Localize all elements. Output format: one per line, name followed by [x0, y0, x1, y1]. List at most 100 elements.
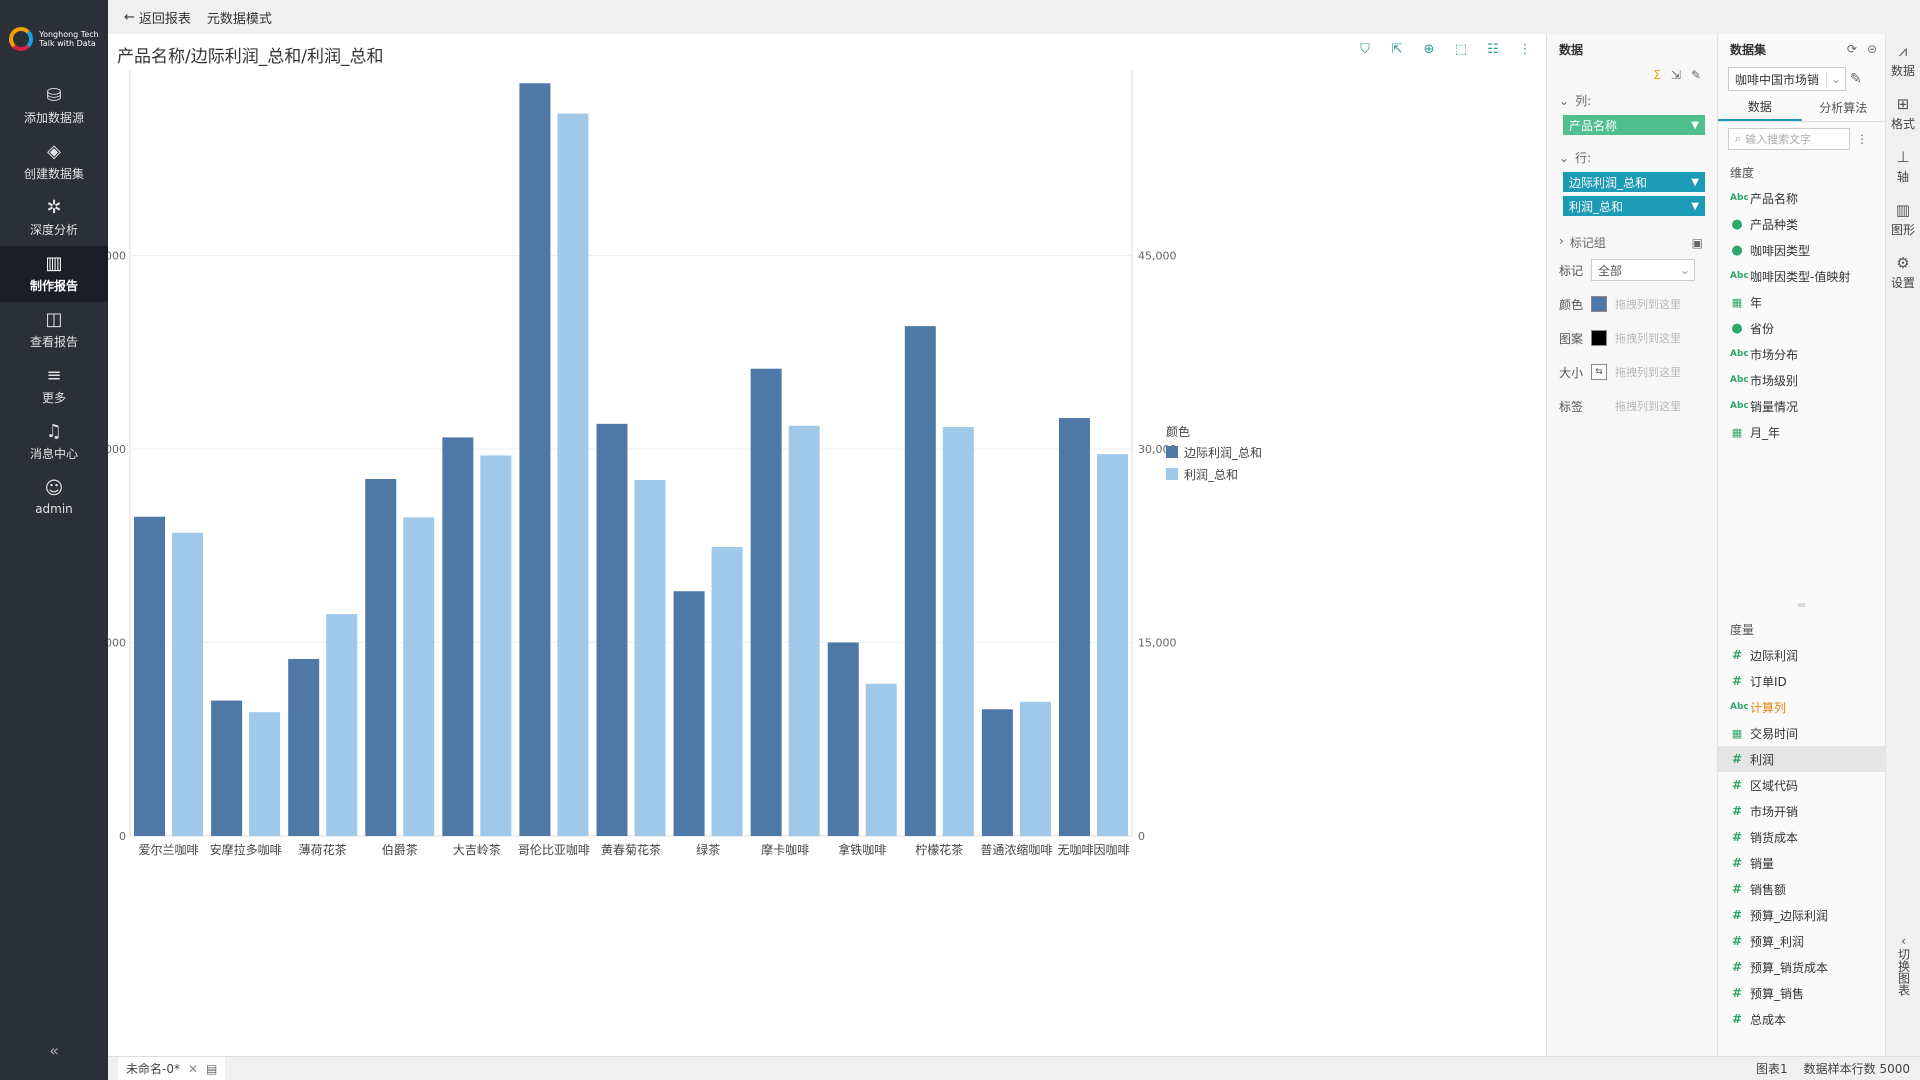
rail-graphic[interactable]: ▥ 图形 — [1886, 193, 1920, 246]
label-drop-row[interactable]: 标签 拖拽列到这里 — [1547, 389, 1717, 423]
sample-rows: 数据样本行数 5000 — [1803, 1062, 1910, 1076]
bar-margin-profit — [288, 658, 320, 836]
document-tab[interactable]: 未命名-0* ✕ ▤ — [118, 1056, 226, 1080]
select-icon[interactable]: ⬚ — [1454, 41, 1468, 57]
field-item[interactable]: # 销售额 — [1718, 876, 1885, 902]
back-to-reports-button[interactable]: ← 返回报表 — [124, 8, 191, 27]
field-item[interactable]: ▦ 交易时间 — [1718, 720, 1885, 746]
clear-icon[interactable]: ✎ — [1690, 68, 1701, 82]
field-item[interactable]: Abc 市场级别 — [1718, 367, 1885, 393]
rail-axis[interactable]: ⊥ 轴 — [1886, 140, 1920, 193]
field-search-input[interactable]: ⌕ 输入搜索文字 — [1728, 128, 1850, 150]
rail-settings[interactable]: ⚙ 设置 — [1886, 246, 1920, 299]
row-pill-margin-profit[interactable]: 边际利润_总和 ▼ — [1563, 172, 1705, 192]
sum-icon[interactable]: Σ — [1653, 68, 1661, 82]
field-item[interactable]: # 预算_销售 — [1718, 980, 1885, 1006]
document-icon[interactable]: ▤ — [206, 1061, 218, 1076]
field-label: 预算_边际利润 — [1750, 908, 1829, 923]
nav-view-report[interactable]: ◫ 查看报告 — [0, 302, 108, 358]
export-icon[interactable]: ⇱ — [1391, 41, 1403, 57]
row-pill-profit[interactable]: 利润_总和 ▼ — [1563, 196, 1705, 216]
field-label: 销售额 — [1750, 882, 1787, 897]
pattern-drop-row[interactable]: 图案 拖拽列到这里 — [1547, 321, 1717, 355]
field-item[interactable]: # 订单ID — [1718, 668, 1885, 694]
text-type-icon: Abc — [1730, 401, 1749, 411]
bar-profit — [711, 547, 743, 836]
dimensions-title: 维度 — [1730, 166, 1755, 180]
tab-data[interactable]: 数据 — [1718, 94, 1802, 121]
field-label: 边际利润 — [1750, 648, 1799, 663]
swap-axis-icon[interactable]: ⇲ — [1670, 68, 1681, 82]
x-tick-label: 无咖啡因咖啡 — [1057, 842, 1129, 857]
rail-data[interactable]: ⩘ 数据 — [1886, 34, 1920, 87]
field-label: 总成本 — [1750, 1012, 1787, 1027]
field-item[interactable]: ● 产品种类 — [1718, 211, 1885, 237]
field-item[interactable]: # 总成本 — [1718, 1006, 1885, 1032]
field-item[interactable]: ▦ 月_年 — [1718, 419, 1885, 445]
switch-chart-button[interactable]: ‹ 切换图表 — [1886, 934, 1920, 996]
document-tab-label: 未命名-0* — [126, 1062, 180, 1076]
size-slider-icon[interactable]: ⇆ — [1591, 364, 1608, 380]
field-item[interactable]: Abc 咖啡因类型-值映射 — [1718, 263, 1885, 289]
nav-more[interactable]: ≡ 更多 — [0, 358, 108, 414]
bar-profit — [788, 425, 820, 836]
tab-analysis-algorithms[interactable]: 分析算法 — [1819, 101, 1868, 115]
data-panel-title: 数据 — [1559, 42, 1584, 57]
field-item[interactable]: Abc 市场分布 — [1718, 341, 1885, 367]
label-label: 标签 — [1559, 399, 1584, 414]
more-options-icon[interactable]: ⋮ — [1856, 132, 1868, 146]
field-item[interactable]: # 利润 — [1718, 746, 1885, 772]
nav-create-dataset[interactable]: ◈ 创建数据集 — [0, 134, 108, 190]
field-item[interactable]: # 预算_边际利润 — [1718, 902, 1885, 928]
pattern-swatch-icon[interactable] — [1591, 330, 1608, 346]
rail-format[interactable]: ⊞ 格式 — [1886, 87, 1920, 140]
size-drop-row[interactable]: 大小 ⇆ 拖拽列到这里 — [1547, 355, 1717, 389]
field-item[interactable]: # 销量 — [1718, 850, 1885, 876]
field-item[interactable]: # 边际利润 — [1718, 642, 1885, 668]
mark-select[interactable]: 全部 ⌄ — [1591, 259, 1696, 281]
refresh-icon[interactable]: ⟳ — [1846, 42, 1857, 56]
dataset-select[interactable]: 咖啡中国市场销 ⌄ — [1728, 67, 1846, 91]
number-icon: # — [1731, 986, 1743, 1000]
edit-icon[interactable]: ✎ — [1850, 71, 1862, 87]
size-label: 大小 — [1559, 365, 1584, 380]
nav-add-datasource[interactable]: ⛁ 添加数据源 — [0, 78, 108, 134]
filter-icon[interactable]: ⛉ — [1360, 41, 1370, 57]
nav-messages[interactable]: ♫ 消息中心 — [0, 414, 108, 470]
color-drop-row[interactable]: 颜色 拖拽列到这里 — [1547, 287, 1717, 321]
field-item[interactable]: # 区域代码 — [1718, 772, 1885, 798]
measures-title: 度量 — [1730, 623, 1755, 637]
nav-deep-analysis[interactable]: ✲ 深度分析 — [0, 190, 108, 246]
rows-section[interactable]: ⌄ 行: — [1547, 143, 1717, 168]
link-icon[interactable]: ⊝ — [1866, 42, 1877, 56]
field-item[interactable]: Abc 产品名称 — [1718, 185, 1885, 211]
field-item[interactable]: # 销货成本 — [1718, 824, 1885, 850]
close-icon[interactable]: ✕ — [187, 1061, 199, 1076]
field-item[interactable]: Abc 销量情况 — [1718, 393, 1885, 419]
mark-group-section[interactable]: › 标记组 ▣ — [1547, 228, 1717, 253]
field-item[interactable]: Abc 计算列 — [1718, 694, 1885, 720]
field-item[interactable]: # 预算_利润 — [1718, 928, 1885, 954]
field-item[interactable]: ● 咖啡因类型 — [1718, 237, 1885, 263]
columns-section[interactable]: ⌄ 列: — [1547, 86, 1717, 111]
table-view-icon[interactable]: ☷ — [1487, 41, 1499, 57]
color-swatch-icon[interactable] — [1591, 296, 1608, 312]
field-item[interactable]: ▦ 年 — [1718, 289, 1885, 315]
number-icon: # — [1731, 960, 1743, 974]
mark-select-value: 全部 — [1598, 263, 1623, 278]
splitter-handle[interactable]: ═ — [1797, 598, 1806, 612]
network-icon: ✲ — [46, 196, 62, 218]
chart-toolbar: ⛉ ⇱ ⊕ ⬚ ☷ ⋮ — [1352, 38, 1538, 60]
collapse-nav-button[interactable]: « — [49, 1041, 59, 1060]
image-icon[interactable]: ▣ — [1691, 235, 1703, 250]
field-item[interactable]: ● 省份 — [1718, 315, 1885, 341]
field-item[interactable]: # 市场开销 — [1718, 798, 1885, 824]
chart-panel: 产品名称/边际利润_总和/利润_总和 ⛉ ⇱ ⊕ ⬚ ☷ ⋮ 0 20,000 40… — [108, 34, 1546, 1056]
metadata-mode-button[interactable]: 元数据模式 — [206, 11, 272, 27]
nav-user[interactable]: ☺ admin — [0, 470, 108, 526]
field-item[interactable]: # 预算_销货成本 — [1718, 954, 1885, 980]
nav-make-report[interactable]: ▥ 制作报告 — [0, 246, 108, 302]
zoom-icon[interactable]: ⊕ — [1423, 41, 1435, 57]
column-pill-product-name[interactable]: 产品名称 ▼ — [1563, 115, 1705, 135]
more-options-icon[interactable]: ⋮ — [1518, 41, 1532, 57]
